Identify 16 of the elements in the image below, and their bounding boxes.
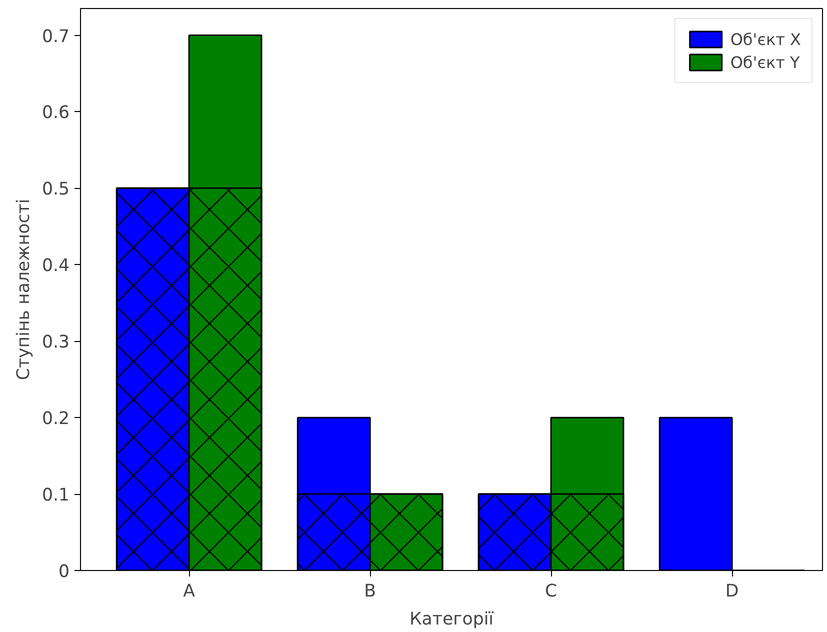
legend-label: Об'єкт X: [730, 30, 801, 48]
y-tick-label: 0.1: [42, 486, 70, 506]
y-tick-label: 0.6: [42, 103, 70, 124]
y-tick-label: 0: [58, 562, 70, 582]
y-tick-label: 0.4: [42, 256, 70, 276]
y-tick-label: 0.7: [42, 26, 70, 47]
x-axis-title: Категорії: [409, 610, 494, 630]
legend-label: Об'єкт Y: [730, 52, 800, 72]
x-tick-label: B: [364, 582, 376, 602]
x-tick-label: D: [725, 582, 739, 602]
x-tick-label: A: [183, 582, 196, 602]
y-axis-title: Ступінь належності: [14, 198, 34, 380]
y-tick-label: 0.3: [42, 332, 70, 353]
x-tick-label: C: [544, 582, 558, 602]
y-tick-label: 0.5: [42, 180, 70, 200]
y-tick-label: 0.2: [42, 409, 70, 430]
